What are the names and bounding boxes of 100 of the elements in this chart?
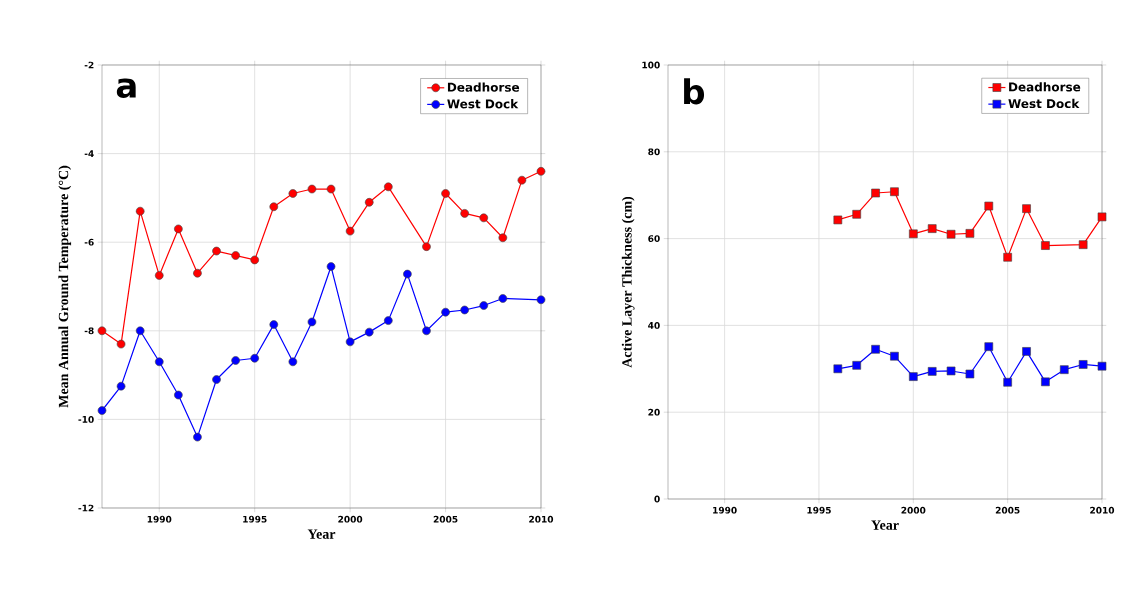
point (384, 316, 393, 325)
y-axis-title: Mean Annual Ground Temperature (°C) (58, 165, 72, 408)
x-tick-label: 2000 (901, 506, 926, 514)
legend-label: West Dock (447, 99, 519, 109)
legend-label: West Dock (1008, 98, 1080, 109)
point (116, 381, 126, 391)
point (984, 201, 994, 211)
point (307, 184, 317, 194)
y-tick-label: -2 (84, 61, 94, 69)
point (833, 364, 843, 374)
point (307, 317, 317, 327)
point (116, 339, 126, 349)
point (536, 295, 546, 305)
point (364, 327, 374, 337)
point (833, 215, 843, 225)
point (135, 326, 145, 336)
point (1003, 377, 1012, 387)
legend-label: Deadhorse (1009, 82, 1081, 92)
point (965, 369, 975, 379)
point (1097, 212, 1107, 222)
point (154, 271, 164, 280)
point (250, 353, 259, 363)
point (852, 209, 862, 219)
point (403, 269, 412, 279)
x-tick-label: 2010 (1090, 506, 1115, 514)
point (364, 198, 374, 207)
point (193, 432, 202, 442)
point (890, 187, 899, 197)
point (1022, 347, 1031, 356)
x-tick-label: 2005 (433, 515, 458, 523)
point (965, 229, 975, 238)
x-axis-title: Year (307, 529, 336, 539)
point (1041, 241, 1050, 250)
y-tick-label: -10 (78, 415, 94, 423)
point (154, 357, 164, 367)
point (326, 262, 336, 271)
point (460, 209, 469, 218)
point (517, 175, 527, 185)
point (1078, 240, 1088, 249)
y-tick-label: -8 (84, 327, 94, 335)
y-tick-label: 0 (654, 495, 660, 503)
point (326, 184, 336, 194)
point (984, 342, 994, 351)
point (288, 189, 298, 198)
point (345, 337, 355, 347)
point (212, 375, 221, 384)
point (97, 406, 107, 415)
point (441, 307, 450, 317)
point (193, 268, 202, 278)
point (231, 251, 240, 260)
x-tick-label: 2005 (995, 506, 1020, 514)
point (946, 366, 956, 376)
point (345, 226, 355, 236)
point (97, 326, 107, 336)
point (422, 326, 431, 336)
point (174, 224, 183, 234)
point (250, 255, 259, 265)
point (174, 390, 183, 400)
point (909, 229, 918, 239)
point (1059, 365, 1069, 374)
y-tick-label: 100 (642, 61, 660, 69)
x-tick-label: 2010 (529, 515, 554, 523)
point (909, 372, 918, 381)
y-tick-label: 60 (648, 235, 660, 242)
point (927, 367, 937, 376)
y-tick-label: 40 (648, 321, 660, 329)
y-tick-label: -6 (84, 238, 94, 246)
point (852, 361, 862, 370)
point (135, 206, 145, 216)
point (422, 242, 431, 251)
annotation: a (116, 78, 136, 99)
point (288, 357, 298, 367)
point (927, 224, 937, 233)
point (384, 182, 393, 192)
point (479, 213, 489, 223)
point (1003, 252, 1012, 262)
legend-label: Deadhorse (447, 82, 520, 92)
x-tick-label: 1990 (713, 506, 737, 514)
point (1022, 204, 1031, 213)
point (231, 356, 240, 365)
point (871, 188, 880, 198)
point (498, 294, 508, 303)
annotation: b (684, 78, 705, 105)
point (1078, 360, 1088, 369)
point (269, 202, 279, 212)
point (536, 167, 546, 176)
x-tick-label: 1995 (243, 515, 267, 523)
y-tick-label: 20 (648, 408, 660, 416)
x-tick-label: 1990 (147, 515, 172, 523)
point (946, 229, 956, 239)
x-tick-label: 2000 (338, 515, 363, 523)
point (460, 305, 469, 315)
y-tick-label: 80 (648, 148, 660, 156)
y-tick-label: -4 (84, 150, 94, 157)
point (1097, 361, 1107, 371)
point (498, 233, 508, 243)
point (890, 351, 899, 361)
point (871, 344, 880, 354)
point (1041, 377, 1050, 387)
point (212, 246, 221, 256)
